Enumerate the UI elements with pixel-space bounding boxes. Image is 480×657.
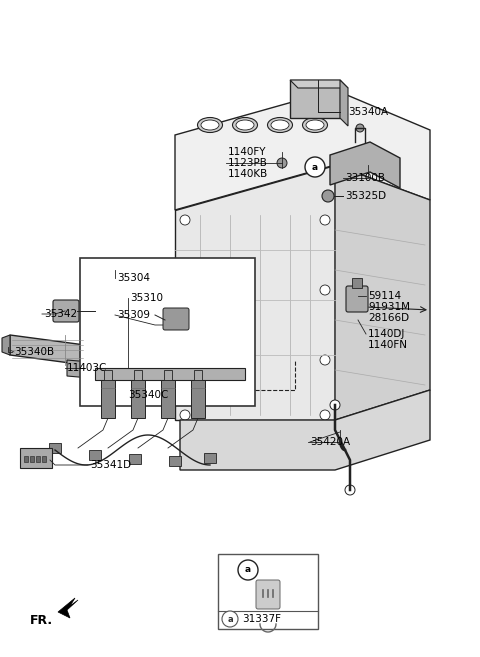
Circle shape [322, 190, 334, 202]
Text: 35340C: 35340C [128, 390, 168, 400]
Bar [218, 554, 318, 629]
FancyBboxPatch shape [53, 300, 79, 322]
Bar [169, 456, 181, 466]
Ellipse shape [306, 120, 324, 130]
FancyBboxPatch shape [256, 580, 280, 609]
Circle shape [320, 355, 330, 365]
Bar [36, 456, 40, 462]
Text: 1140FY: 1140FY [228, 147, 266, 157]
Polygon shape [10, 335, 85, 365]
Polygon shape [67, 360, 90, 378]
Polygon shape [335, 165, 430, 420]
Text: FR.: FR. [30, 614, 53, 627]
Circle shape [320, 285, 330, 295]
Circle shape [320, 215, 330, 225]
Polygon shape [175, 90, 430, 210]
Circle shape [180, 355, 190, 365]
Bar [164, 370, 172, 380]
Text: a: a [312, 162, 318, 171]
Ellipse shape [267, 118, 292, 133]
Text: 35341D: 35341D [90, 460, 131, 470]
Circle shape [345, 485, 355, 495]
Text: 1123PB: 1123PB [228, 158, 268, 168]
Text: 35309: 35309 [117, 310, 150, 320]
Bar [161, 380, 175, 418]
Circle shape [222, 611, 238, 627]
Polygon shape [330, 142, 400, 188]
Text: 1140DJ: 1140DJ [368, 329, 406, 339]
Text: a: a [245, 566, 251, 574]
Ellipse shape [236, 120, 254, 130]
Bar [95, 368, 245, 380]
Text: 28166D: 28166D [368, 313, 409, 323]
Circle shape [180, 215, 190, 225]
Bar [104, 370, 112, 380]
Bar [89, 450, 101, 460]
Polygon shape [290, 80, 348, 88]
Text: 33100B: 33100B [345, 173, 385, 183]
FancyBboxPatch shape [346, 286, 368, 312]
Text: 35304: 35304 [117, 273, 150, 283]
Bar [30, 456, 34, 462]
Bar [191, 380, 205, 418]
Bar [20, 448, 52, 468]
Circle shape [277, 158, 287, 168]
Circle shape [356, 124, 364, 132]
Circle shape [238, 560, 258, 580]
Text: 35420A: 35420A [310, 437, 350, 447]
Text: 35340B: 35340B [14, 347, 54, 357]
Bar [129, 454, 141, 464]
Text: 91931M: 91931M [368, 302, 410, 312]
Circle shape [305, 157, 325, 177]
Text: 35342: 35342 [44, 309, 77, 319]
Ellipse shape [197, 118, 223, 133]
Text: 11403C: 11403C [67, 363, 108, 373]
Bar [101, 380, 115, 418]
Bar [134, 370, 142, 380]
Bar [80, 258, 255, 406]
Polygon shape [2, 335, 10, 355]
Circle shape [330, 400, 340, 410]
Text: 1140FN: 1140FN [368, 340, 408, 350]
Text: a: a [227, 614, 233, 623]
FancyBboxPatch shape [163, 308, 189, 330]
Circle shape [320, 410, 330, 420]
Bar [42, 456, 46, 462]
Circle shape [180, 410, 190, 420]
Circle shape [180, 285, 190, 295]
Text: 35340A: 35340A [348, 107, 388, 117]
Text: 35325D: 35325D [345, 191, 386, 201]
Ellipse shape [232, 118, 257, 133]
Bar [204, 453, 216, 463]
Text: 31337F: 31337F [242, 614, 281, 624]
Bar [352, 278, 362, 288]
Text: 59114: 59114 [368, 291, 401, 301]
Text: 35310: 35310 [130, 293, 163, 303]
Bar [131, 380, 145, 418]
Polygon shape [180, 390, 430, 470]
Ellipse shape [201, 120, 219, 130]
Bar [49, 443, 61, 453]
Polygon shape [175, 165, 335, 420]
Ellipse shape [302, 118, 327, 133]
Ellipse shape [271, 120, 289, 130]
Polygon shape [340, 80, 348, 126]
Polygon shape [58, 598, 78, 618]
Bar [290, 80, 340, 118]
Text: 1140KB: 1140KB [228, 169, 268, 179]
Bar [194, 370, 202, 380]
Bar [24, 456, 28, 462]
